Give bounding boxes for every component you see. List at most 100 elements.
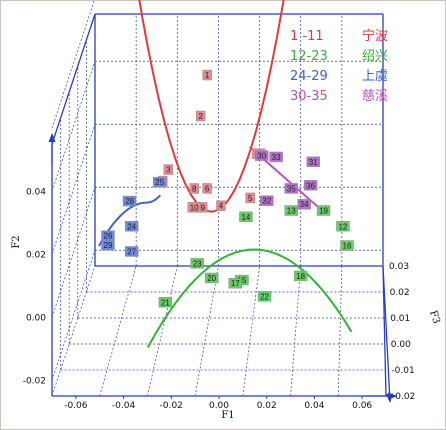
data-point-marker	[204, 272, 219, 284]
data-point-marker	[163, 164, 174, 175]
legend-range: 12-23	[290, 49, 328, 64]
legend-name: 慈溪	[362, 89, 388, 104]
data-point-label: 27	[127, 247, 136, 256]
data-point-marker	[239, 211, 253, 223]
data-point-label: 2	[198, 112, 203, 121]
x-tick-label: 0.06	[352, 401, 372, 411]
data-point-marker	[228, 278, 242, 289]
data-point-label: 3	[166, 166, 171, 175]
data-point-label: 28	[125, 197, 134, 206]
legend-range: 1 -11	[290, 29, 324, 44]
data-point-marker	[216, 200, 226, 211]
data-point-label: 10	[190, 203, 199, 212]
floor-gridline	[51, 265, 96, 397]
z-tick-label: -0.02	[392, 392, 415, 402]
legend-name: 宁波	[362, 28, 388, 44]
z-tick-label: 0.02	[390, 288, 410, 298]
left-wall-gridline	[51, 0, 95, 129]
legend: 1 -11 宁波 12-23 绍兴 24-29 上虞 30-35 慈溪	[290, 28, 388, 104]
data-point-label: 13	[287, 207, 296, 216]
x-tick-label: -0.02	[160, 401, 183, 411]
data-point-label: 30	[257, 152, 266, 161]
y-axis-label: F2	[11, 235, 22, 248]
x-tick-label: -0.06	[64, 401, 88, 411]
data-point-label: 36	[306, 181, 315, 190]
legend-name: 上虞	[362, 69, 388, 84]
data-point-marker	[269, 151, 283, 163]
left-wall-gridline	[51, 61, 96, 192]
data-point-label: 8	[192, 184, 197, 193]
data-point-marker	[202, 183, 212, 194]
x-axis-label: F1	[221, 410, 234, 421]
floor-gridline	[290, 265, 302, 397]
data-point-marker	[297, 198, 311, 210]
data-point-marker	[202, 69, 212, 81]
data-markers: 1234567891011121314151617181920212223242…	[101, 69, 354, 308]
data-point-label: 22	[260, 292, 269, 301]
data-point-label: 4	[219, 202, 224, 211]
data-point-label: 15	[238, 276, 247, 285]
data-point-marker	[101, 239, 115, 251]
legend-range: 30-35	[290, 89, 328, 104]
data-point-label: 34	[300, 200, 309, 209]
data-point-marker	[293, 270, 308, 282]
y-tick-label: -0.02	[23, 376, 46, 386]
z-axis-arrow	[382, 265, 394, 403]
grid-layer	[51, 0, 387, 397]
x-tick-label: 0.02	[257, 401, 277, 411]
data-point-label: 25	[155, 178, 164, 187]
data-point-label: 5	[248, 194, 253, 203]
data-point-label: 6	[205, 184, 210, 193]
curve-shangyu	[98, 194, 161, 247]
curve-shaoxing	[147, 248, 352, 348]
data-point-label: 9	[201, 203, 206, 212]
data-point-marker	[336, 221, 350, 232]
data-point-marker	[257, 291, 272, 302]
z-axis-label: F3	[427, 309, 442, 325]
tick-labels: -0.06 -0.04 -0.02 0.00 0.02 0.04 0.06 -0.02 0.00…	[23, 187, 416, 411]
data-point-label: 19	[319, 207, 328, 216]
data-point-marker	[260, 195, 274, 206]
data-point-label: 18	[296, 272, 305, 281]
left-wall-gridline	[51, 124, 96, 255]
z-tick-label: -0.01	[391, 366, 414, 376]
data-point-label: 20	[207, 274, 216, 283]
data-point-label: 1	[205, 71, 210, 80]
data-point-marker	[245, 192, 255, 204]
x-tick-label: 0.04	[304, 401, 324, 411]
data-point-label: 31	[309, 158, 318, 167]
x-tick-label: -0.04	[112, 401, 136, 411]
data-point-marker	[316, 205, 331, 216]
data-point-label: 32	[262, 197, 271, 206]
data-point-marker	[306, 156, 320, 167]
data-point-label: 17	[231, 279, 240, 288]
data-point-marker	[255, 150, 269, 161]
data-point-marker	[195, 110, 206, 122]
floor-gridline	[337, 265, 343, 397]
data-point-marker	[303, 180, 318, 191]
x-tick-label: 0.00	[209, 401, 229, 411]
data-point-label: 26	[104, 232, 113, 241]
cluster-curves	[98, 0, 352, 348]
data-point-marker	[124, 221, 139, 232]
left-wall-gridline	[51, 250, 96, 381]
data-point-marker	[122, 195, 137, 207]
floor-gridline	[194, 265, 219, 397]
data-point-label: 35	[287, 184, 296, 193]
z-tick-label: 0.03	[389, 262, 409, 272]
data-point-label: 24	[127, 222, 136, 231]
floor-gridline	[242, 265, 260, 397]
data-point-label: 12	[338, 222, 347, 231]
data-point-marker	[284, 205, 298, 216]
data-point-marker	[158, 297, 173, 308]
data-point-label: 29	[104, 241, 113, 250]
data-point-marker	[340, 240, 354, 251]
curve-ningbo	[138, 0, 285, 213]
data-point-label: 23	[193, 259, 202, 268]
data-point-marker	[284, 183, 298, 194]
data-point-marker	[189, 183, 199, 194]
data-point-marker	[190, 258, 204, 269]
floor-gridline	[99, 265, 137, 397]
data-point-label: 21	[161, 298, 170, 307]
